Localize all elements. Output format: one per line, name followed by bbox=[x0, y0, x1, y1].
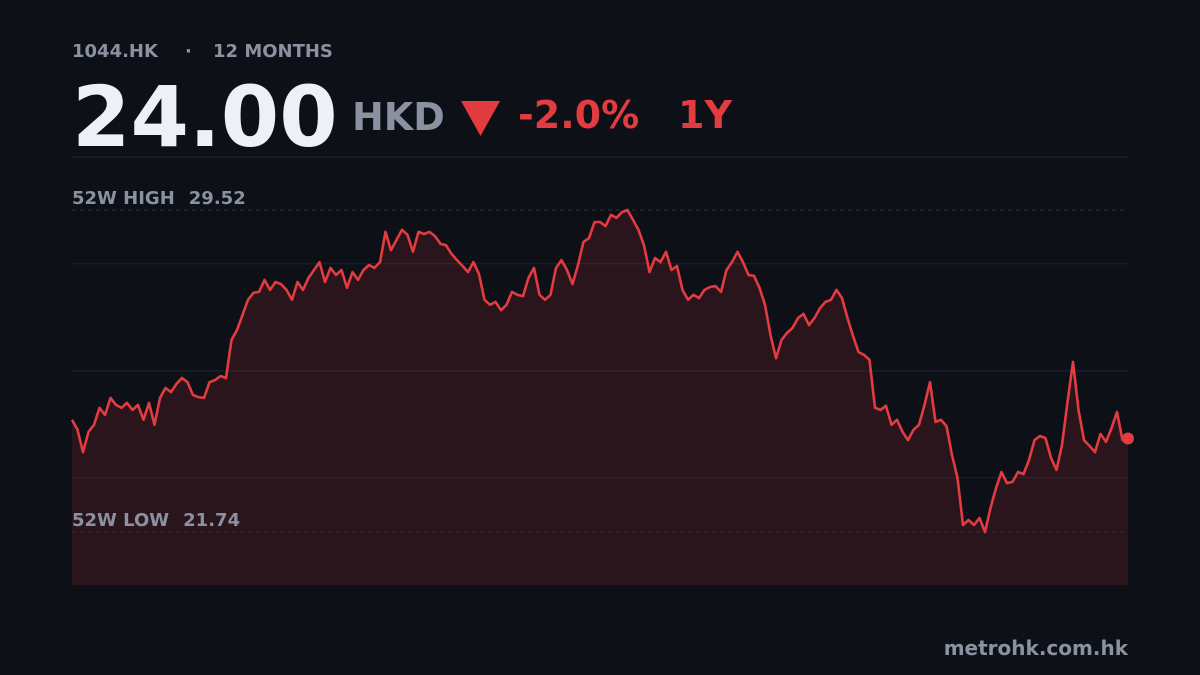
range: 1Y bbox=[678, 93, 732, 137]
ticker: 1044.HK bbox=[72, 41, 159, 62]
last-point bbox=[1122, 432, 1134, 445]
period: 12 MONTHS bbox=[213, 41, 333, 62]
source: metrohk.com.hk bbox=[944, 636, 1129, 660]
currency: HKD bbox=[352, 95, 445, 139]
annotation-value: 29.52 bbox=[189, 188, 246, 209]
annotation-label: 52W HIGH 29.52 bbox=[72, 188, 246, 209]
area bbox=[72, 210, 1128, 585]
price-line bbox=[70, 208, 1129, 534]
down-arrow bbox=[461, 101, 500, 136]
change: -2.0% bbox=[518, 93, 639, 137]
annotation-name: 52W LOW bbox=[72, 510, 169, 531]
annotation-name: 52W HIGH bbox=[72, 188, 175, 209]
annotation-label: 52W LOW 21.74 bbox=[72, 510, 240, 531]
price: 24.00 bbox=[72, 68, 338, 166]
separator: · bbox=[185, 41, 192, 62]
annotation-value: 21.74 bbox=[183, 510, 240, 531]
